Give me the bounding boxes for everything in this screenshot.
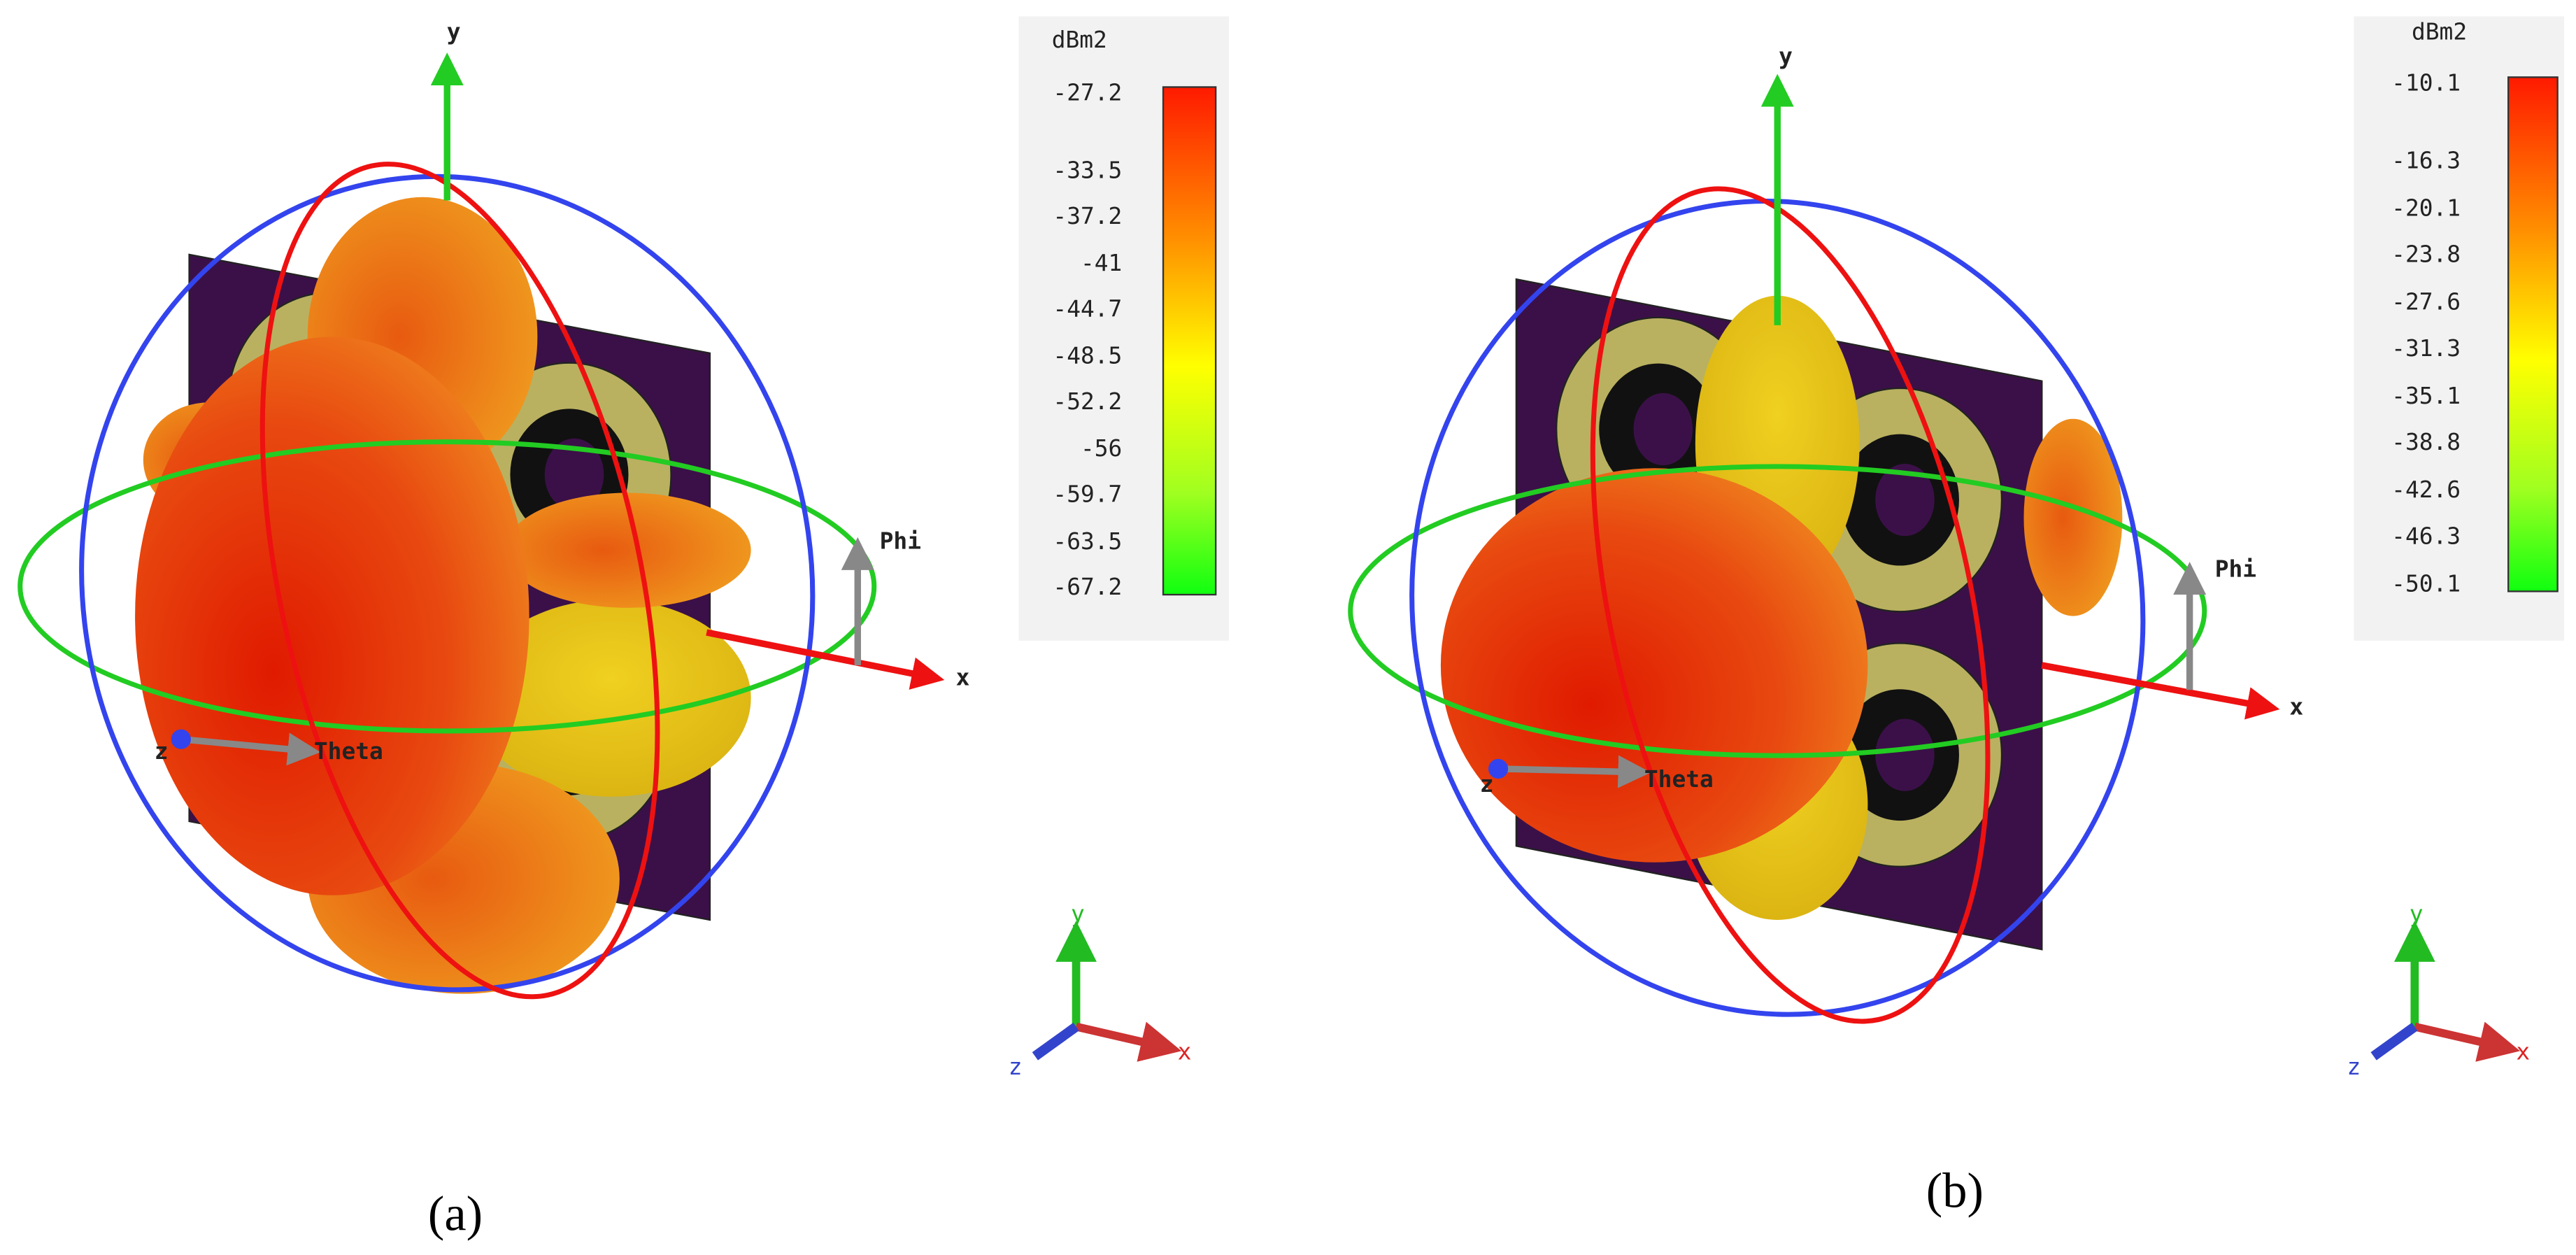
x-axis-arrow (2041, 662, 2280, 720)
caption: (a) (428, 1187, 483, 1242)
x-axis-label: x (2289, 693, 2303, 721)
colorbar-tick-label: -59.7 (1053, 481, 1122, 508)
ring-core (544, 438, 604, 511)
colorbar-tick-label: -10.1 (2391, 69, 2461, 96)
triad-z-label: z (2347, 1053, 2361, 1080)
triad-x-label: x (2516, 1038, 2530, 1065)
colorbar (1162, 86, 1217, 596)
z-axis-label: z (155, 737, 169, 765)
colorbar (2507, 76, 2559, 593)
theta-ring (1348, 464, 2207, 758)
z-axis-label: z (1480, 770, 1494, 797)
colorbar-tick-label: -41 (1081, 249, 1122, 276)
theta-label: Theta (1644, 765, 1714, 793)
colorbar-tick-label: -56 (1081, 434, 1122, 462)
triad-y-label: y (1071, 900, 1085, 927)
ring-core (1875, 718, 1935, 791)
colorbar-tick-label: -31.3 (2391, 334, 2461, 362)
colorbar-tick-label: -42.6 (2391, 476, 2461, 503)
colorbar-tick-label: -20.1 (2391, 194, 2461, 221)
red-ring (259, 162, 660, 1000)
triad-z-label: z (1009, 1053, 1023, 1080)
colorbar-tick-label: -50.1 (2391, 569, 2461, 597)
colorbar-tick-label: -38.8 (2391, 428, 2461, 455)
colorbar-tick-label: -27.2 (1053, 78, 1122, 106)
colorbar-tick-label: -35.1 (2391, 382, 2461, 409)
colorbar-tick-label: -46.3 (2391, 522, 2461, 549)
triad-x (2414, 1021, 2521, 1062)
theta-arrow (1497, 755, 1651, 788)
y-axis-label: y (1779, 43, 1793, 70)
x-axis-label: x (956, 663, 970, 690)
triad-z (2370, 1022, 2418, 1061)
colorbar-tick-label: -67.2 (1053, 573, 1122, 600)
lobe (471, 600, 751, 797)
panel: y x z Theta Phi dBm2 -10.1 -16.3 -20.1 -23.8 -27.6… (1348, 16, 2565, 1219)
colorbar-tick-label: -63.5 (1053, 527, 1122, 555)
blue-ring (1409, 199, 2146, 1017)
triad-y-label: y (2410, 900, 2424, 927)
lobe (1440, 468, 1868, 863)
ring-core (1875, 463, 1935, 537)
ring-core (1633, 392, 1693, 466)
z-axis-dot (171, 729, 191, 749)
colorbar-tick-label: -44.7 (1053, 295, 1122, 322)
caption: (b) (1926, 1164, 1984, 1219)
lobe (2023, 418, 2123, 616)
lobe (504, 492, 751, 608)
colorbar-tick-label: -23.8 (2391, 241, 2461, 268)
triad-x-label: x (1178, 1038, 1192, 1065)
colorbar-unit: dBm2 (2412, 17, 2467, 45)
triad-z (1032, 1022, 1079, 1061)
y-axis-label: y (447, 17, 461, 45)
x-axis-arrow (706, 629, 945, 690)
colorbar-tick-label: -16.3 (2391, 146, 2461, 173)
lobe (135, 336, 529, 895)
blue-ring (79, 173, 816, 993)
red-ring (1590, 186, 1991, 1024)
colorbar-tick-label: -37.2 (1053, 202, 1122, 229)
theta-arrow (180, 732, 321, 766)
theta-ring (17, 439, 877, 734)
colorbar-unit: dBm2 (1052, 26, 1107, 53)
colorbar-tick-label: -27.6 (2391, 288, 2461, 315)
colorbar-tick-label: -33.5 (1053, 157, 1122, 184)
triad-x (1075, 1021, 1182, 1062)
colorbar-tick-label: -52.2 (1053, 388, 1122, 415)
theta-label: Theta (314, 737, 383, 765)
panel: y x z Theta Phi dBm2 -27.2 -33.5 -37.2 -41 -44.7 -4… (17, 16, 1229, 1242)
phi-label: Phi (2215, 555, 2256, 582)
phi-label: Phi (880, 527, 921, 554)
z-axis-dot (1488, 758, 1509, 779)
colorbar-tick-label: -48.5 (1053, 342, 1122, 369)
